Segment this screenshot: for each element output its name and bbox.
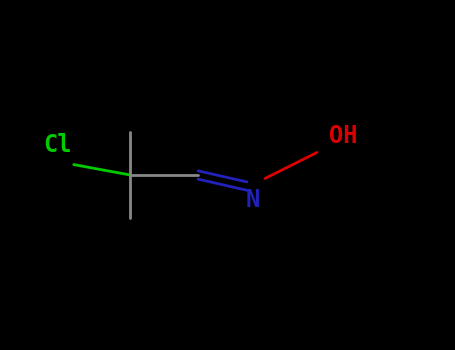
Text: OH: OH — [329, 124, 358, 148]
Text: N: N — [245, 188, 259, 212]
Text: Cl: Cl — [44, 133, 72, 156]
